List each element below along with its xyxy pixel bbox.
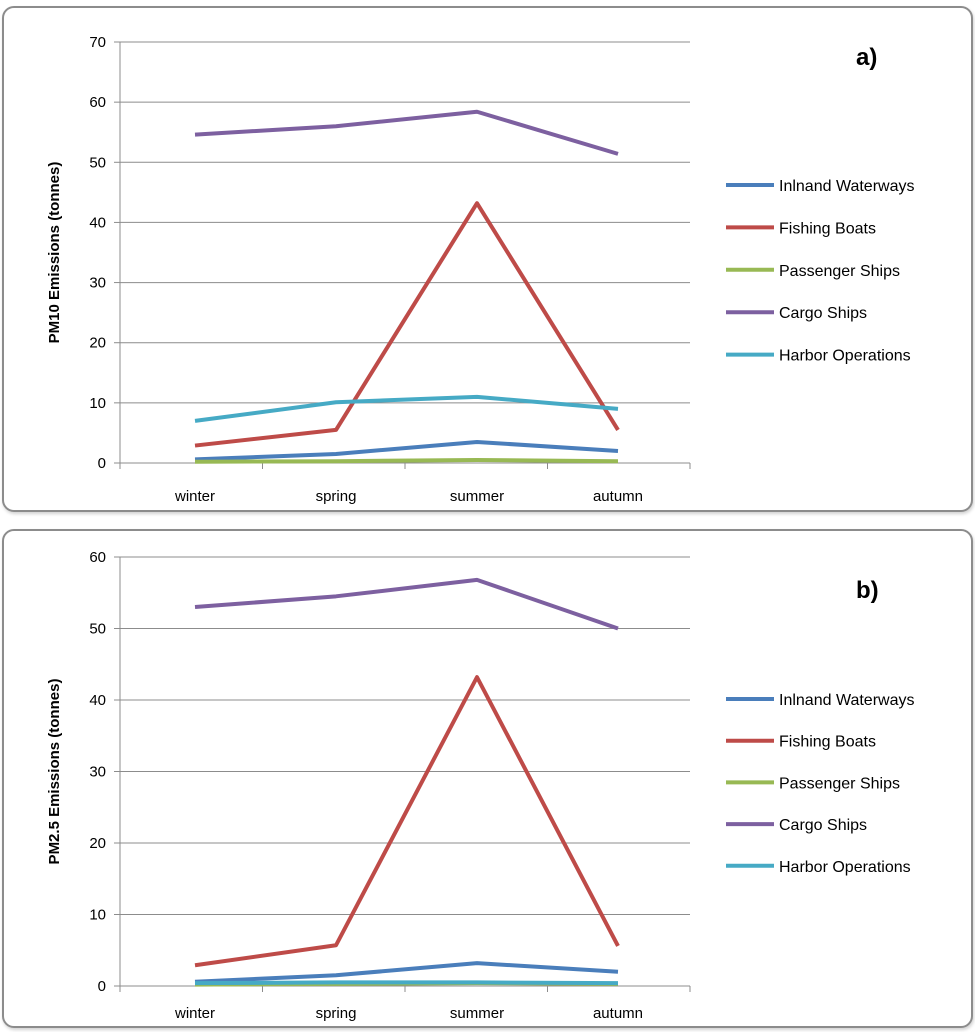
- chart-b-ytick-label: 60: [89, 549, 106, 566]
- chart-b-xtick-label: autumn: [593, 1005, 643, 1022]
- chart-b-series-cargo-ships: [194, 577, 619, 631]
- chart-b-series-fishing-boats: [194, 675, 620, 968]
- chart-a-xtick-label: autumn: [593, 488, 643, 505]
- chart-b-ytick-label: 0: [98, 978, 106, 995]
- chart-a-series-passenger-ships: [194, 457, 619, 464]
- chart-a-legend-label-harbor-operations: Harbor Operations: [779, 348, 911, 365]
- chart-a-ytick-label: 60: [89, 94, 106, 111]
- chart-b-svg: 0 10 20 30 40 50 60 winter spring summer autumn PM2…: [46, 549, 914, 1022]
- chart-a-ytick-label: 10: [89, 395, 106, 412]
- chart-b-panel-label: b): [856, 577, 879, 604]
- chart-b-xtick-label: winter: [174, 1005, 215, 1022]
- chart-a-series-harbor-operations: [194, 394, 619, 423]
- chart-a-panel-label: a): [856, 44, 877, 71]
- chart-b-ytick-label: 30: [89, 764, 106, 781]
- chart-a-legend-label-inlnand-waterways: Inlnand Waterways: [779, 178, 914, 195]
- chart-b-legend-label-passenger-ships: Passenger Ships: [779, 775, 900, 792]
- chart-a-xtick-label: spring: [316, 488, 357, 505]
- chart-b-ytick-label: 50: [89, 621, 106, 638]
- chart-a-legend-label-fishing-boats: Fishing Boats: [779, 220, 876, 237]
- chart-b-xtick-label: spring: [316, 1005, 357, 1022]
- chart-b-series-harbor-operations: [194, 980, 619, 986]
- chart-b-legend-label-inlnand-waterways: Inlnand Waterways: [779, 692, 914, 709]
- chart-a-ytick-label: 20: [89, 335, 106, 352]
- chart-b-xtick-label: summer: [450, 1005, 504, 1022]
- chart-b-ytick-label: 40: [89, 692, 106, 709]
- chart-a-ytick-label: 50: [89, 154, 106, 171]
- chart-a-ytick-label: 40: [89, 214, 106, 231]
- chart-b-ytick-label: 10: [89, 907, 106, 924]
- chart-panel-a: 0 10 20 30 40 50 60 70 winter spring summer autumn P…: [2, 6, 973, 512]
- chart-panel-b: 0 10 20 30 40 50 60 winter spring summer autumn PM2…: [2, 529, 973, 1028]
- chart-b-legend-label-cargo-ships: Cargo Ships: [779, 817, 867, 834]
- chart-b-series-inlnand-waterways: [194, 961, 619, 984]
- chart-b-legend-label-harbor-operations: Harbor Operations: [779, 859, 911, 876]
- chart-a-svg: 0 10 20 30 40 50 60 70 winter spring summer autumn P…: [46, 34, 914, 505]
- chart-a-ytick-label: 0: [98, 455, 106, 472]
- chart-a-y-axis-label: PM10 Emissions (tonnes): [46, 162, 63, 344]
- chart-a-ytick-label: 30: [89, 275, 106, 292]
- chart-a-series-cargo-ships: [194, 109, 619, 156]
- chart-a-series-fishing-boats: [194, 201, 620, 448]
- chart-a-series-inlnand-waterways: [194, 439, 619, 462]
- chart-a-xtick-label: winter: [174, 488, 215, 505]
- chart-b-ytick-label: 20: [89, 835, 106, 852]
- chart-a-legend-label-passenger-ships: Passenger Ships: [779, 263, 900, 280]
- chart-a-xtick-label: summer: [450, 488, 504, 505]
- chart-a-legend-label-cargo-ships: Cargo Ships: [779, 305, 867, 322]
- chart-b-legend-label-fishing-boats: Fishing Boats: [779, 734, 876, 751]
- chart-b-y-axis-label: PM2.5 Emissions (tonnes): [46, 679, 63, 865]
- chart-a-ytick-label: 70: [89, 34, 106, 51]
